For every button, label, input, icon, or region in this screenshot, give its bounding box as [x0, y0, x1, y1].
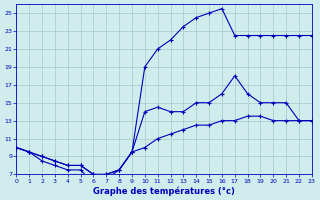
- X-axis label: Graphe des températures (°c): Graphe des températures (°c): [93, 186, 235, 196]
